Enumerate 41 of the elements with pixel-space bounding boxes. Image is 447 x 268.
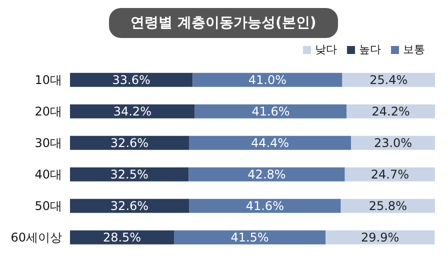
- bar: [70, 72, 193, 87]
- data-label: 33.6%: [112, 72, 150, 87]
- bar: [188, 136, 352, 150]
- data-label: 32.6%: [110, 136, 149, 150]
- bar: [188, 198, 341, 213]
- data-label: 41.6%: [246, 198, 284, 213]
- y-tick-label: 30대: [34, 136, 62, 150]
- bar: [192, 72, 342, 87]
- data-label: 44.4%: [250, 136, 290, 150]
- legend-label: 낮다: [315, 43, 337, 56]
- data-label: 32.5%: [110, 167, 148, 182]
- chart-title: 연령별 계층이동가능성(본인): [108, 8, 338, 38]
- data-label: 34.2%: [113, 104, 152, 118]
- legend-label: 높다: [359, 43, 381, 56]
- y-tick-label: 20대: [34, 104, 62, 119]
- y-tick-label: 10대: [34, 73, 62, 88]
- bar: [70, 136, 189, 150]
- y-tick-label: 40대: [34, 168, 62, 182]
- bar: [70, 104, 195, 118]
- data-label: 25.8%: [368, 198, 407, 213]
- bar: [188, 167, 345, 182]
- data-label: 24.7%: [370, 167, 409, 182]
- bar: [194, 104, 347, 118]
- data-label: 29.9%: [361, 230, 400, 244]
- data-label: 25.4%: [370, 72, 408, 87]
- bar: [174, 230, 326, 244]
- y-tick-label: 50대: [34, 199, 62, 214]
- data-label: 42.8%: [248, 167, 286, 182]
- bar: [70, 198, 189, 213]
- data-label: 24.2%: [372, 104, 410, 118]
- data-label: 32.6%: [110, 198, 149, 213]
- data-label: 23.0%: [374, 136, 412, 150]
- legend-label: 보통: [403, 43, 425, 56]
- data-label: 41.6%: [252, 104, 290, 118]
- bar: [70, 230, 174, 244]
- data-label: 41.0%: [248, 72, 287, 87]
- data-label: 28.5%: [102, 230, 142, 244]
- y-tick-label: 60세이상: [10, 230, 62, 245]
- data-label: 41.5%: [230, 230, 269, 244]
- bar: [70, 167, 189, 182]
- bar: [326, 230, 435, 244]
